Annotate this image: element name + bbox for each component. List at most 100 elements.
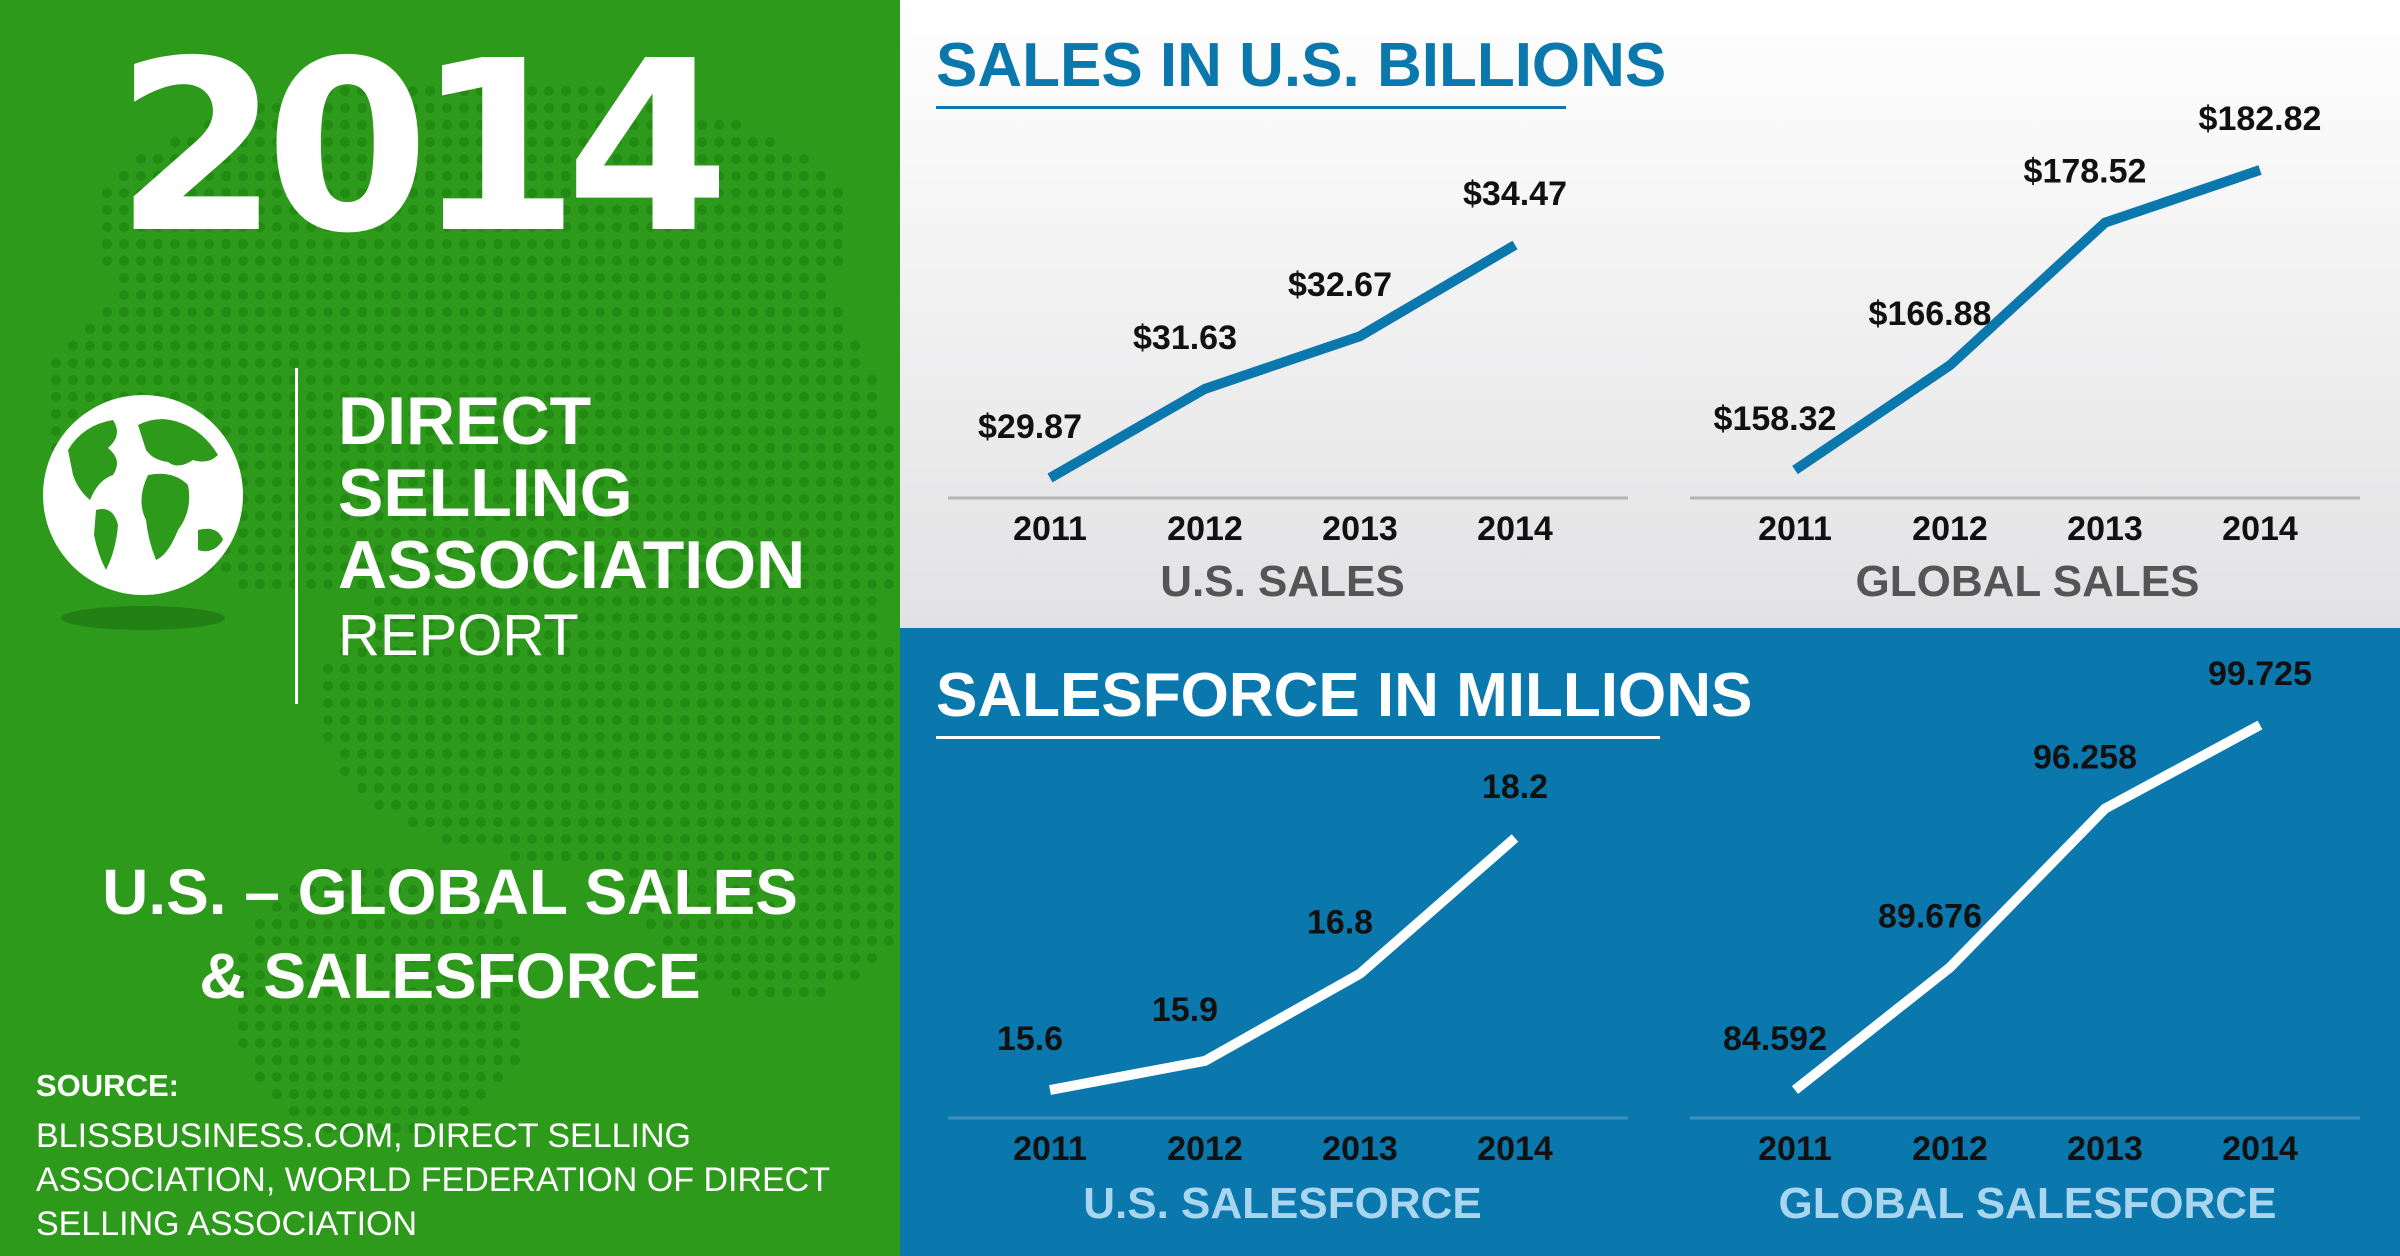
map-dot — [238, 392, 248, 402]
map-dot — [612, 715, 622, 725]
map-dot — [357, 647, 367, 657]
map-dot — [306, 1089, 316, 1099]
map-dot — [782, 443, 792, 453]
map-dot — [578, 375, 588, 385]
map-dot — [340, 341, 350, 351]
map-dot — [884, 528, 894, 538]
map-dot — [561, 834, 571, 844]
map-dot — [476, 307, 486, 317]
map-dot — [799, 902, 809, 912]
map-dot — [510, 817, 520, 827]
x-tick-label: 2012 — [1167, 510, 1243, 548]
map-dot — [578, 613, 588, 623]
map-dot — [204, 171, 214, 181]
map-dot — [391, 766, 401, 776]
map-dot — [408, 528, 418, 538]
map-dot — [374, 698, 384, 708]
map-dot — [459, 1106, 469, 1116]
map-dot — [323, 154, 333, 164]
map-dot — [527, 834, 537, 844]
map-dot — [748, 817, 758, 827]
map-dot — [833, 375, 843, 385]
map-dot — [782, 953, 792, 963]
map-dot — [391, 290, 401, 300]
map-dot — [238, 358, 248, 368]
map-dot — [867, 375, 877, 385]
map-dot — [714, 171, 724, 181]
map-dot — [459, 358, 469, 368]
map-dot — [680, 936, 690, 946]
map-dot — [323, 1021, 333, 1031]
map-dot — [272, 154, 282, 164]
map-dot — [850, 766, 860, 776]
map-dot — [578, 188, 588, 198]
map-dot — [578, 358, 588, 368]
map-dot — [714, 222, 724, 232]
map-dot — [408, 477, 418, 487]
map-dot — [595, 103, 605, 113]
map-dot — [782, 222, 792, 232]
map-dot — [663, 273, 673, 283]
map-dot — [731, 766, 741, 776]
map-dot — [357, 307, 367, 317]
map-dot — [510, 205, 520, 215]
map-dot — [782, 868, 792, 878]
map-dot — [646, 528, 656, 538]
map-dot — [442, 426, 452, 436]
map-dot — [408, 545, 418, 555]
map-dot — [323, 324, 333, 334]
map-dot — [595, 579, 605, 589]
map-dot — [595, 681, 605, 691]
map-dot — [731, 732, 741, 742]
map-dot — [136, 239, 146, 249]
map-dot — [493, 494, 503, 504]
map-dot — [799, 409, 809, 419]
map-dot — [323, 987, 333, 997]
map-dot — [391, 1021, 401, 1031]
map-dot — [629, 290, 639, 300]
map-dot — [476, 766, 486, 776]
map-dot — [476, 1072, 486, 1082]
map-dot — [646, 647, 656, 657]
map-dot — [561, 205, 571, 215]
map-dot — [323, 1106, 333, 1116]
map-dot — [425, 953, 435, 963]
map-dot — [629, 800, 639, 810]
map-dot — [527, 698, 537, 708]
map-dot — [714, 341, 724, 351]
map-dot — [816, 205, 826, 215]
map-dot — [170, 154, 180, 164]
map-dot — [510, 953, 520, 963]
map-dot — [459, 528, 469, 538]
map-dot — [510, 358, 520, 368]
map-dot — [612, 783, 622, 793]
map-dot — [340, 120, 350, 130]
map-dot — [289, 919, 299, 929]
map-dot — [442, 171, 452, 181]
map-dot — [833, 936, 843, 946]
map-dot — [646, 222, 656, 232]
map-dot — [425, 681, 435, 691]
map-dot — [578, 137, 588, 147]
map-dot — [680, 817, 690, 827]
map-dot — [374, 154, 384, 164]
map-dot — [714, 766, 724, 776]
map-dot — [663, 579, 673, 589]
map-dot — [136, 154, 146, 164]
map-dot — [493, 970, 503, 980]
map-dot — [306, 1021, 316, 1031]
map-dot — [323, 579, 333, 589]
map-dot — [340, 1021, 350, 1031]
map-dot — [833, 545, 843, 555]
map-dot — [765, 222, 775, 232]
map-dot — [765, 256, 775, 266]
map-dot — [680, 766, 690, 776]
map-dot — [748, 460, 758, 470]
data-label: 15.6 — [997, 1020, 1063, 1058]
map-dot — [714, 902, 724, 912]
map-dot — [782, 783, 792, 793]
x-tick-label: 2011 — [1013, 510, 1087, 548]
map-dot — [85, 358, 95, 368]
map-dot — [867, 732, 877, 742]
map-dot — [357, 885, 367, 895]
